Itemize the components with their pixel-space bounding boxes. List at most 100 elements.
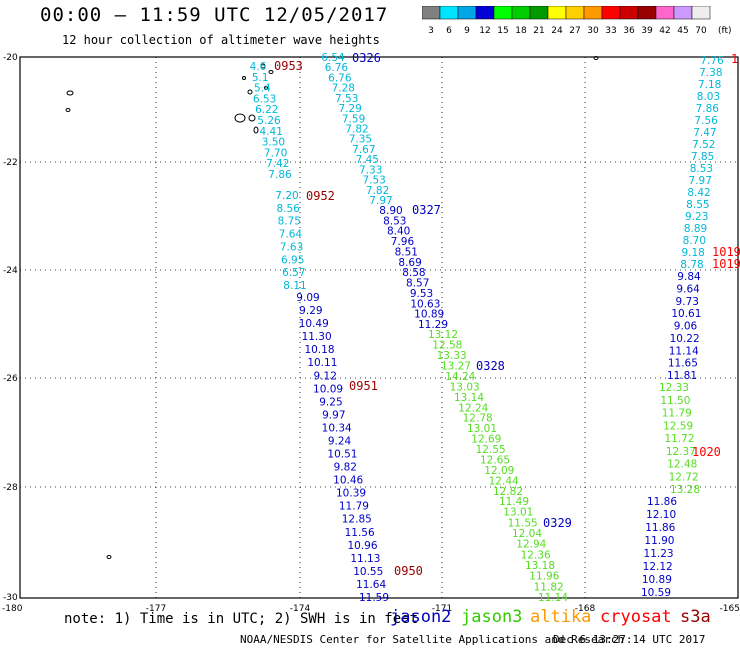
swh-value: 11.86	[647, 496, 677, 508]
swh-value: 12.85	[342, 514, 372, 526]
swh-value: 12.10	[646, 509, 676, 521]
island-outline	[66, 90, 74, 96]
pass-time-label: 0952	[306, 189, 335, 203]
swh-value: 8.90	[379, 205, 402, 217]
swh-value: 6.57	[282, 267, 305, 279]
swh-value: 8.40	[387, 226, 410, 238]
swh-value: 9.24	[328, 435, 352, 447]
swh-value: 7.82	[366, 185, 389, 197]
swh-value: 10.63	[410, 298, 440, 310]
swh-value: 7.33	[359, 164, 382, 176]
lat-tick-label: -24	[3, 266, 18, 276]
swh-value: 13.28	[670, 484, 700, 496]
scale-swatch	[691, 6, 711, 20]
scale-label: 3	[428, 26, 434, 36]
swh-value: 12.36	[521, 549, 551, 561]
swh-value: 7.42	[266, 158, 289, 170]
swh-value: 8.03	[697, 91, 720, 103]
swh-value: 4.6	[250, 61, 267, 73]
scale-label: 15	[497, 26, 508, 36]
swh-value: 9.97	[322, 409, 345, 421]
swh-value: 12.55	[476, 444, 506, 456]
swh-value: 12.78	[463, 413, 493, 425]
island-outline	[253, 126, 259, 134]
lat-tick-label: -22	[3, 158, 18, 168]
footer-timestamp: Dec 6 13:27:14 UTC 2017	[553, 633, 706, 646]
swh-value: 13.14	[454, 392, 484, 404]
swh-value: 12.72	[669, 471, 699, 483]
swh-value: 8.70	[683, 235, 706, 247]
swh-value: 8.75	[278, 216, 301, 228]
swh-value: 11.13	[350, 553, 380, 565]
scale-label: 33	[605, 26, 616, 36]
color-scale: 3 6 9 12 15 18 21 24 27 30 33 36 39 42 45 70 (ft)	[422, 6, 732, 36]
scale-label: 18	[515, 26, 527, 36]
swh-value: 9.25	[319, 396, 342, 408]
swh-value: 5.26	[257, 115, 281, 127]
pass-time-label: 1019	[712, 257, 740, 271]
pass-time-label: 0328	[476, 359, 505, 373]
island-outline	[242, 76, 246, 80]
swh-value: 10.34	[322, 422, 352, 434]
swh-value: 7.56	[694, 115, 718, 127]
swh-value: 13.33	[437, 350, 467, 362]
swh-value: 8.78	[680, 259, 703, 271]
lat-tick-label: -20	[3, 53, 18, 63]
swh-value: 11.14	[538, 592, 568, 604]
swh-value: 9.23	[685, 211, 708, 223]
swh-value: 8.11	[283, 280, 306, 292]
swh-value: 8.55	[686, 199, 709, 211]
legend-jason3: jason3	[461, 607, 523, 627]
swh-value: 10.18	[304, 344, 334, 356]
swh-value: 11.90	[644, 535, 674, 547]
swh-value: 9.12	[314, 370, 337, 382]
swh-value: 6.76	[325, 62, 349, 74]
swh-value: 9.82	[334, 462, 357, 474]
footer-credit: NOAA/NESDIS Center for Satellite Applica…	[240, 633, 625, 646]
swh-value: 12.94	[516, 539, 546, 551]
swh-value: 10.22	[670, 333, 700, 345]
swh-value: 11.81	[667, 370, 697, 382]
swh-value: 12.37	[666, 446, 696, 458]
swh-value: 12.12	[643, 561, 673, 573]
swh-value: 6.76	[328, 72, 352, 84]
legend-altika: altika	[530, 607, 592, 627]
swh-value: 6.95	[281, 254, 304, 266]
lon-tick-label: -165	[720, 604, 740, 614]
swh-value: 11.50	[660, 395, 690, 407]
swh-value: 6.53	[253, 93, 276, 105]
swh-value: 7.76	[700, 55, 724, 67]
swh-value: 7.67	[352, 144, 375, 156]
swh-value: 12.44	[489, 476, 519, 488]
scale-label: 42	[659, 26, 670, 36]
swh-value: 11.55	[508, 517, 538, 529]
scale-label: 45	[677, 26, 688, 36]
swh-value: 12.48	[667, 459, 697, 471]
scale-label: 21	[533, 26, 544, 36]
pass-time-label: 0329	[543, 516, 572, 530]
swh-value: 11.56	[345, 527, 375, 539]
island-outline	[247, 89, 253, 95]
swh-value: 12.69	[471, 434, 501, 446]
scale-label: 30	[587, 26, 599, 36]
island-outline	[106, 555, 112, 559]
swh-value: 7.86	[268, 169, 292, 181]
scale-label: 39	[641, 26, 653, 36]
lat-tick-label: -30	[3, 593, 18, 603]
map-title: 00:00 – 11:59 UTC 12/05/2017	[40, 4, 389, 26]
swh-value: 5.4	[254, 83, 271, 95]
legend-cryosat: cryosat	[600, 607, 672, 627]
swh-value: 7.86	[696, 103, 720, 115]
swh-value: 13.27	[441, 360, 471, 372]
swh-value: 3.50	[262, 137, 285, 149]
lat-tick-label: -26	[3, 374, 18, 384]
swh-value: 10.46	[333, 475, 363, 487]
pass-time-label: 1020	[692, 445, 721, 459]
scale-label: 9	[464, 26, 470, 36]
swh-value: 13.03	[450, 381, 480, 393]
swh-value: 5.1	[252, 72, 269, 84]
swh-value: 10.96	[347, 540, 377, 552]
map-subtitle: 12 hour collection of altimeter wave hei…	[62, 33, 380, 47]
pass-time-label: 0327	[412, 203, 441, 217]
swh-value: 9.09	[296, 292, 319, 304]
